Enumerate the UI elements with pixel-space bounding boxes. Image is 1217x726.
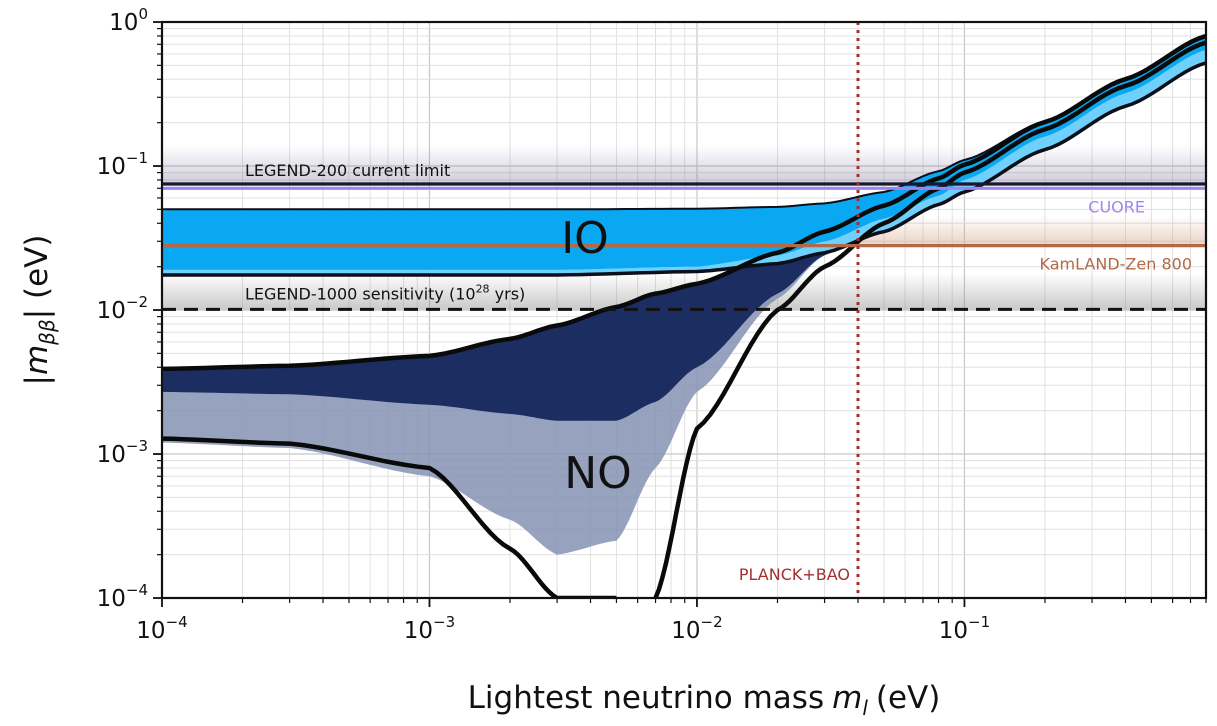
y-tick-label: 10−1 (97, 149, 148, 180)
x-axis-title-sub: l (862, 696, 868, 720)
y-axis-title-close: | (eV) (19, 235, 55, 320)
y-tick-exp: −2 (126, 293, 148, 311)
limit-lines (162, 22, 1206, 598)
no-lower-outline-right (653, 40, 1206, 598)
x-tick-base: 10 (939, 618, 968, 644)
x-tick-label: 10−4 (136, 613, 187, 644)
y-tick-base: 10 (97, 442, 126, 468)
no-dark-band (162, 36, 1206, 421)
legend1000-label-prefix: LEGEND-1000 sensitivity (10 (245, 284, 476, 303)
y-tick-label: 10−2 (97, 293, 148, 324)
y-tick-label: 10−4 (97, 581, 148, 612)
y-tick-exp: −3 (126, 437, 148, 455)
planck-bao-label: PLANCK+BAO (739, 565, 850, 584)
x-tick-exp: −1 (968, 613, 990, 631)
y-tick-label: 100 (109, 5, 148, 36)
legend1000-label-suffix: yrs) (490, 284, 526, 303)
y-tick-base: 10 (97, 586, 126, 612)
no-upper-outline (162, 33, 1206, 372)
cuore-label: CUORE (1088, 197, 1145, 216)
y-tick-base: 10 (109, 10, 138, 36)
legend1000-label: LEGEND-1000 sensitivity (1028 yrs) (245, 282, 525, 303)
x-axis-title-symbol: m (832, 680, 862, 716)
x-tick-exp: −3 (433, 613, 455, 631)
y-axis-title-open: | (19, 375, 55, 385)
io-lower-outline (162, 61, 1206, 277)
x-axis-title: Lightest neutrino mass ml (eV) (468, 680, 941, 720)
x-tick-base: 10 (671, 618, 700, 644)
axes: 10−4 10−3 10−2 10−110−410−310−210−1100Light… (19, 5, 1208, 720)
kamland-label: KamLAND-Zen 800 (1040, 255, 1192, 274)
annotations: LEGEND-200 current limit CUORE KamLAND-Zen… (245, 161, 1192, 584)
y-tick-base: 10 (97, 154, 126, 180)
mass-regions (162, 33, 1206, 598)
io-region-label: IO (561, 213, 609, 264)
x-tick-base: 10 (404, 618, 433, 644)
legend200-label: LEGEND-200 current limit (245, 161, 450, 180)
y-tick-exp: −1 (126, 149, 148, 167)
x-tick-base: 10 (136, 618, 165, 644)
y-axis-title-symbol: m (19, 345, 55, 375)
x-axis-title-text: Lightest neutrino mass (468, 680, 824, 716)
io-band (162, 36, 1206, 270)
y-axis-title: |mββ| (eV) (19, 235, 59, 386)
x-tick-exp: −4 (166, 613, 188, 631)
y-tick-base: 10 (97, 298, 126, 324)
legend1000-label-exp: 28 (476, 282, 490, 295)
x-axis-title-unit: (eV) (876, 680, 940, 716)
x-tick-exp: −2 (701, 613, 723, 631)
no-lower-outline-left (162, 436, 617, 598)
y-tick-exp: −4 (126, 581, 148, 599)
y-tick-label: 10−3 (97, 437, 148, 468)
x-tick-label: 10−1 (939, 613, 990, 644)
x-tick-label: 10−3 (404, 613, 455, 644)
no-region-label: NO (564, 448, 632, 499)
x-tick-label: 10−2 (671, 613, 722, 644)
y-axis-title-sub: ββ (35, 319, 59, 346)
y-tick-exp: 0 (138, 5, 148, 23)
